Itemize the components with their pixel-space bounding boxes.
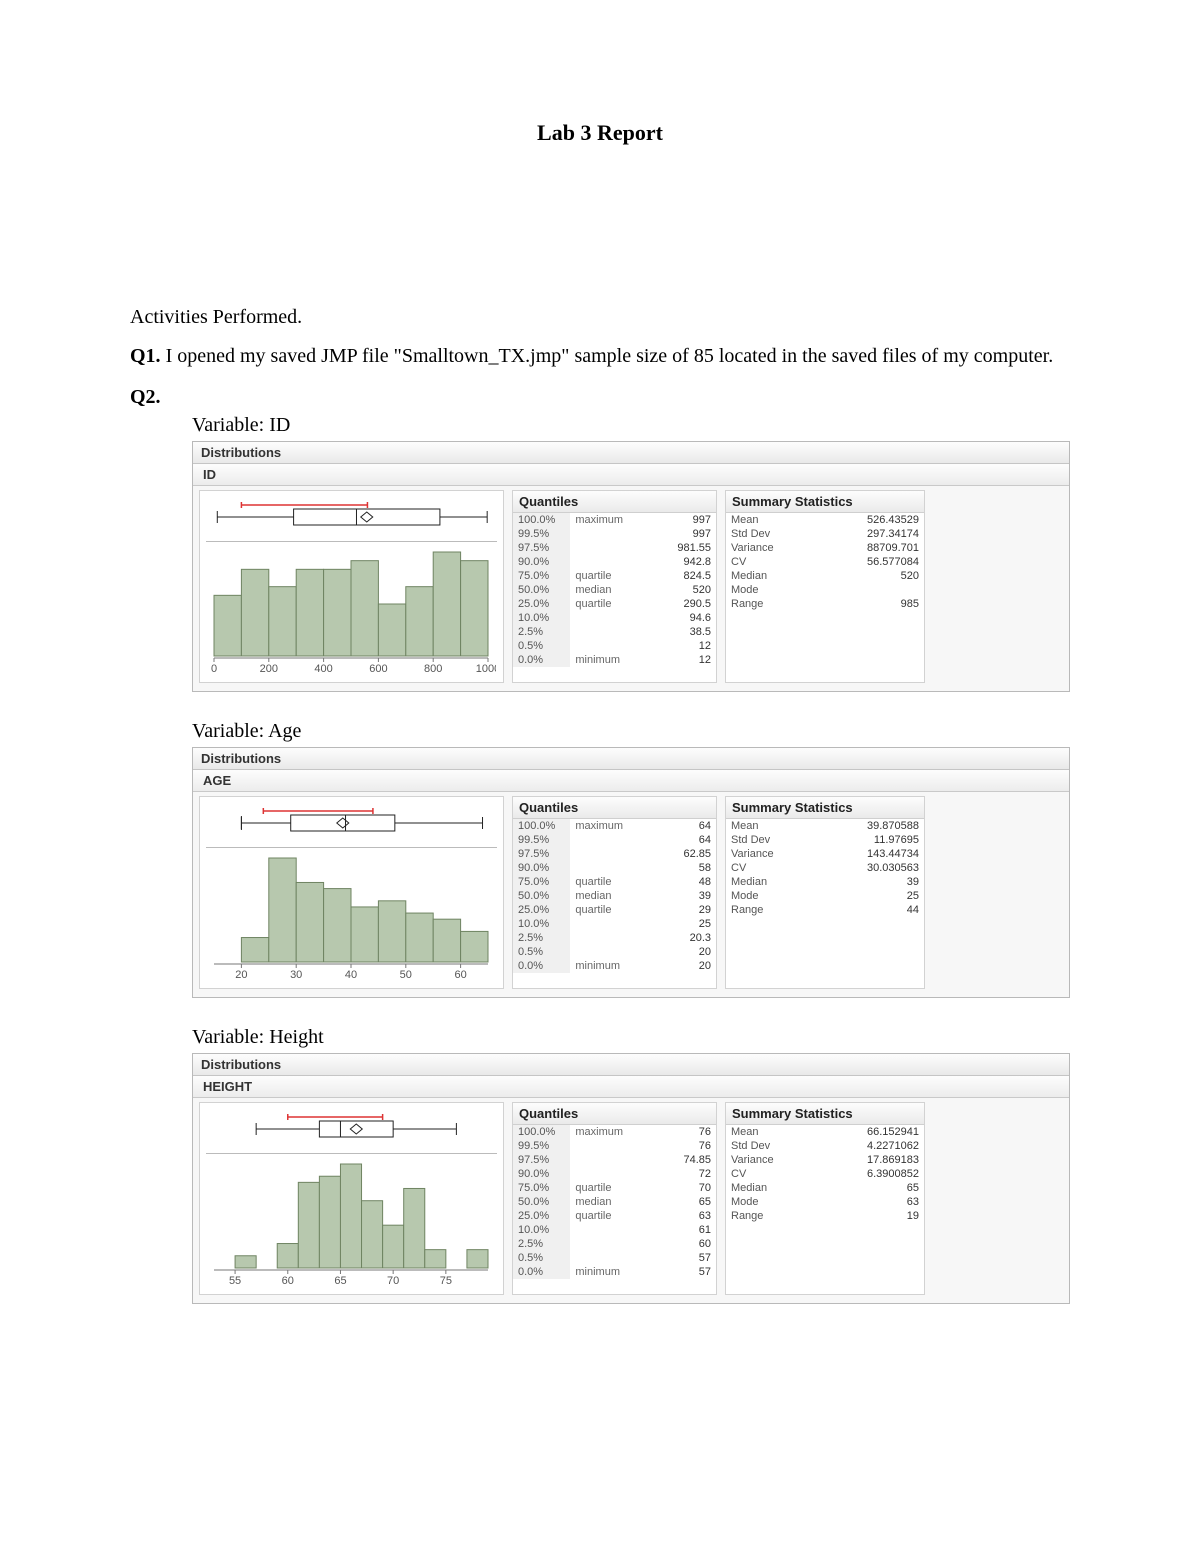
distribution-panel: Distributions AGE 20 30 40 50 60 Quantiles 1… [192,747,1070,998]
svg-text:55: 55 [229,1275,241,1287]
variable-header: ID [193,464,1069,486]
svg-text:30: 30 [290,969,302,981]
variable-label: Variable: Height [192,1026,1070,1049]
histogram: 20 30 40 50 60 [206,852,496,982]
summary-table: Mean526.43529Std Dev297.34174Variance887… [726,513,924,611]
quantiles-column: Quantiles 100.0%maximum7699.5%7697.5%74.… [512,1102,717,1295]
chart-column: 55 60 65 70 75 [199,1102,504,1295]
svg-text:0: 0 [211,663,217,675]
distributions-header: Distributions [193,442,1069,464]
q2-label: Q2. [130,386,192,409]
chart-column: 0 200 400 600 800 1000 [199,490,504,683]
boxplot [206,1107,496,1151]
svg-text:200: 200 [260,663,278,675]
distribution-panel: Distributions ID 0 200 400 600 800 1000 Quant… [192,441,1070,692]
quantiles-column: Quantiles 100.0%maximum6499.5%6497.5%62.… [512,796,717,989]
summary-header: Summary Statistics [726,1103,924,1125]
activities-heading: Activities Performed. [130,306,1070,329]
quantiles-header: Quantiles [513,797,716,819]
quantiles-table: 100.0%maximum99799.5%99797.5%981.5590.0%… [513,513,716,667]
variable-header: AGE [193,770,1069,792]
variable-label: Variable: Age [192,720,1070,743]
svg-text:20: 20 [235,969,247,981]
quantiles-header: Quantiles [513,491,716,513]
summary-column: Summary Statistics Mean39.870588Std Dev1… [725,796,925,989]
variable-header: HEIGHT [193,1076,1069,1098]
summary-table: Mean66.152941Std Dev4.2271062Variance17.… [726,1125,924,1223]
quantiles-table: 100.0%maximum7699.5%7697.5%74.8590.0%727… [513,1125,716,1279]
svg-text:60: 60 [454,969,466,981]
summary-header: Summary Statistics [726,797,924,819]
boxplot [206,801,496,845]
svg-text:400: 400 [314,663,332,675]
svg-text:60: 60 [282,1275,294,1287]
svg-text:800: 800 [424,663,442,675]
svg-text:600: 600 [369,663,387,675]
q1-text: I opened my saved JMP file "Smalltown_TX… [161,345,1054,367]
svg-text:65: 65 [334,1275,346,1287]
svg-text:1000: 1000 [476,663,496,675]
variable-label: Variable: ID [192,414,1070,437]
page-title: Lab 3 Report [130,120,1070,146]
summary-table: Mean39.870588Std Dev11.97695Variance143.… [726,819,924,917]
distributions-header: Distributions [193,1054,1069,1076]
chart-column: 20 30 40 50 60 [199,796,504,989]
summary-column: Summary Statistics Mean526.43529Std Dev2… [725,490,925,683]
svg-text:75: 75 [440,1275,452,1287]
svg-text:50: 50 [400,969,412,981]
summary-header: Summary Statistics [726,491,924,513]
histogram: 55 60 65 70 75 [206,1158,496,1288]
boxplot [206,495,496,539]
distribution-panel: Distributions HEIGHT 55 60 65 70 75 Quantile… [192,1053,1070,1304]
q1-label: Q1. [130,345,161,367]
svg-text:40: 40 [345,969,357,981]
quantiles-table: 100.0%maximum6499.5%6497.5%62.8590.0%587… [513,819,716,973]
distributions-header: Distributions [193,748,1069,770]
svg-text:70: 70 [387,1275,399,1287]
quantiles-column: Quantiles 100.0%maximum99799.5%99797.5%9… [512,490,717,683]
quantiles-header: Quantiles [513,1103,716,1125]
histogram: 0 200 400 600 800 1000 [206,546,496,676]
summary-column: Summary Statistics Mean66.152941Std Dev4… [725,1102,925,1295]
q1-line: Q1. I opened my saved JMP file "Smalltow… [130,343,1070,370]
